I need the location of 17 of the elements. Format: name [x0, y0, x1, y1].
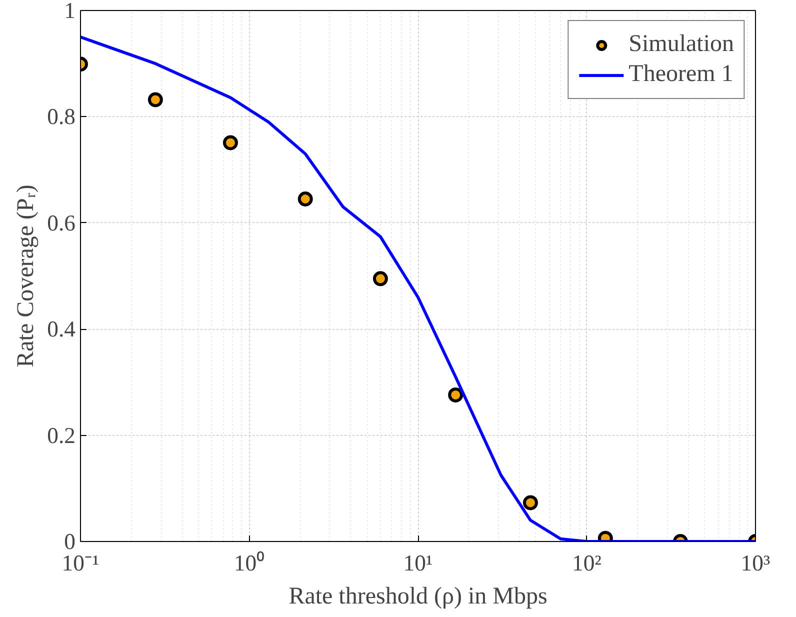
point — [298, 192, 313, 206]
y-tick-label: 0.6 — [47, 210, 76, 236]
x-tick-label: 10² — [572, 550, 602, 576]
y-tick-label: 1 — [64, 0, 76, 23]
y-tick-label: 0.4 — [47, 316, 76, 342]
point — [148, 92, 163, 108]
x-axis-title: Rate threshold (ρ) in Mbps — [288, 584, 548, 610]
y-tick-label: 0.8 — [47, 104, 76, 130]
x-tick-label: 10³ — [740, 550, 770, 576]
point — [372, 271, 388, 286]
legend-label: Simulation — [628, 31, 734, 58]
y-tick-label: 0.2 — [47, 422, 76, 448]
legend-label: Theorem 1 — [628, 61, 734, 88]
x-tick-label: 10⁰ — [234, 550, 265, 576]
point — [222, 135, 238, 150]
x-tick-label: 10¹ — [403, 550, 433, 576]
y-axis-title: Rate Coverage (Pᵣ) — [13, 184, 40, 368]
